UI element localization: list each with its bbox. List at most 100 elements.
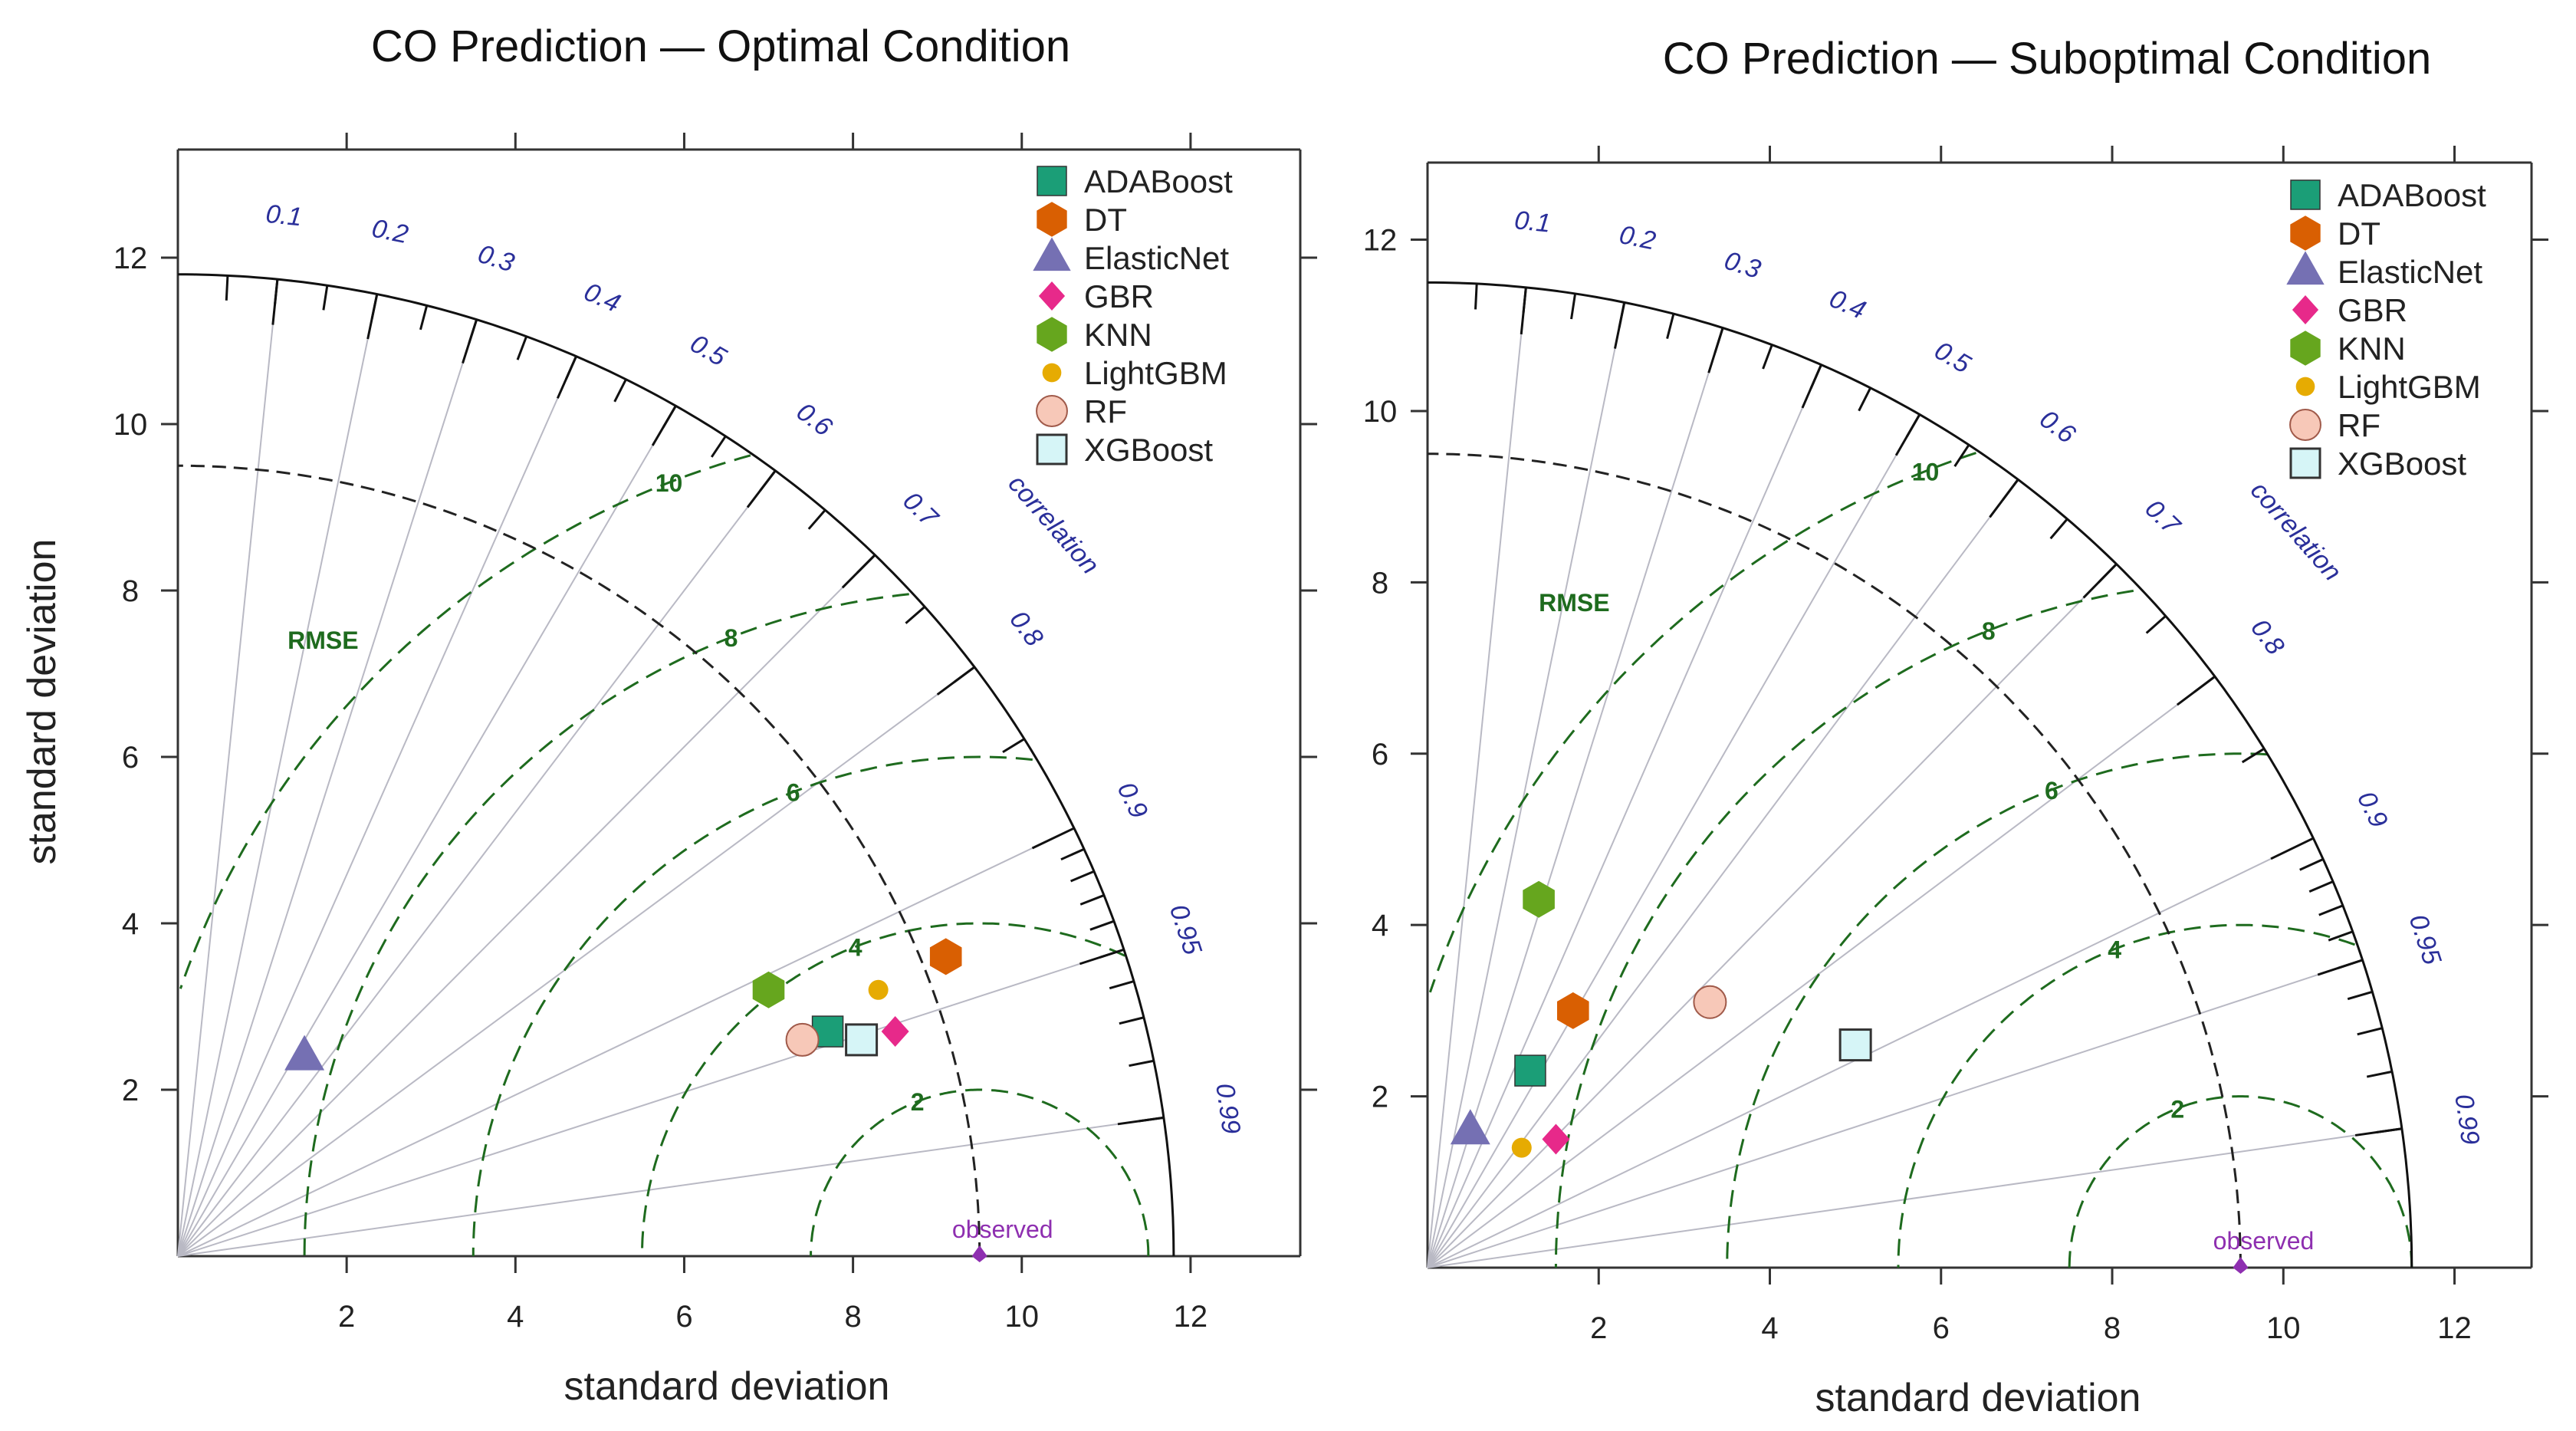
- correlation-minor-tick: [710, 435, 727, 458]
- y-tick-label: 6: [122, 741, 139, 775]
- data-point-rf: [1693, 985, 1727, 1019]
- legend-label-elasticnet: ElasticNet: [1084, 240, 1229, 276]
- rmse-contour-label: 2: [911, 1088, 925, 1116]
- data-point-knn: [752, 971, 785, 1008]
- correlation-major-tick: [1894, 413, 1921, 456]
- correlation-tick-label: 0.5: [685, 329, 731, 373]
- correlation-tick-label: 0.8: [2245, 614, 2290, 660]
- legend-label-lightgbm: LightGBM: [1084, 355, 1227, 391]
- legend-marker-knn: [1037, 317, 1067, 352]
- data-point-xgboost: [1838, 1028, 1872, 1062]
- rmse-contour: [303, 593, 909, 1257]
- legend-marker-adaboost: [1037, 166, 1067, 196]
- rmse-label: RMSE: [1539, 589, 1609, 617]
- rmse-contour: [1554, 589, 2134, 1268]
- correlation-minor-tick: [613, 379, 627, 403]
- y-tick-label: 8: [1372, 566, 1388, 600]
- correlation-tick-label: 0.99: [1210, 1081, 1246, 1136]
- y-tick-label: 2: [122, 1074, 139, 1107]
- correlation-minor-tick: [1109, 980, 1135, 990]
- y-tick-label: 6: [1372, 738, 1388, 771]
- correlation-ray: [177, 294, 378, 1257]
- correlation-minor-tick: [2049, 518, 2068, 540]
- correlation-minor-tick: [807, 509, 826, 530]
- chart-title: CO Prediction — Optimal Condition: [371, 21, 1070, 71]
- legend-marker-gbr: [2292, 295, 2319, 324]
- x-tick-label: 6: [675, 1300, 692, 1334]
- max-sd-arc: [177, 273, 1175, 1257]
- correlation-ray: [1427, 959, 2363, 1268]
- rmse-contour-label: 10: [1912, 458, 1940, 485]
- legend-label-lightgbm: LightGBM: [2338, 369, 2481, 405]
- correlation-ray: [1427, 676, 2216, 1268]
- correlation-tick-label: 0.3: [475, 239, 518, 278]
- observed-marker: [971, 1245, 987, 1262]
- correlation-ray: [177, 666, 975, 1257]
- correlation-ray: [1427, 413, 1921, 1268]
- correlation-major-tick: [746, 469, 777, 508]
- correlation-minor-tick: [905, 606, 926, 624]
- correlation-minor-tick: [2299, 858, 2324, 871]
- correlation-tick-label: 0.95: [1164, 901, 1208, 959]
- correlation-label: correlation: [1002, 469, 1105, 580]
- correlation-minor-tick: [1119, 1016, 1145, 1025]
- legend-marker-lightgbm: [1042, 363, 1062, 383]
- correlation-major-tick: [2270, 837, 2315, 860]
- correlation-minor-tick: [2318, 904, 2344, 916]
- correlation-tick-label: 0.2: [1617, 220, 1658, 256]
- correlation-major-tick: [366, 294, 379, 340]
- data-point-lightgbm: [1511, 1137, 1532, 1158]
- data-point-elasticnet: [284, 1035, 325, 1071]
- legend-marker-adaboost: [2290, 179, 2321, 210]
- correlation-major-tick: [2317, 959, 2364, 976]
- data-point-rf: [785, 1022, 820, 1057]
- correlation-minor-tick: [2241, 748, 2265, 764]
- correlation-ray: [1427, 563, 2118, 1268]
- correlation-label: correlation: [2245, 476, 2348, 587]
- rmse-contour: [2068, 1095, 2413, 1268]
- correlation-ray: [1427, 479, 2019, 1268]
- x-tick-label: 6: [1933, 1311, 1950, 1345]
- x-tick-label: 10: [2266, 1311, 2301, 1345]
- correlation-major-tick: [1801, 364, 1822, 409]
- data-point-gbr: [1542, 1123, 1570, 1155]
- correlation-tick-label: 0.9: [1112, 778, 1154, 823]
- correlation-tick-label: 0.6: [2034, 404, 2081, 449]
- correlation-tick-label: 0.95: [2404, 911, 2447, 969]
- y-tick-label: 8: [122, 574, 139, 608]
- x-tick-label: 4: [1761, 1311, 1778, 1345]
- legend-marker-lightgbm: [2295, 377, 2315, 396]
- correlation-minor-tick: [1666, 313, 1675, 340]
- correlation-ray: [177, 470, 777, 1257]
- correlation-major-tick: [271, 279, 279, 325]
- correlation-major-tick: [1613, 302, 1626, 349]
- correlation-tick-label: 0.4: [1825, 284, 1871, 325]
- correlation-minor-tick: [2308, 880, 2334, 893]
- correlation-minor-tick: [1858, 387, 1872, 412]
- y-tick-label: 4: [1372, 909, 1388, 942]
- y-tick-label: 10: [1363, 395, 1398, 429]
- legend-label-gbr: GBR: [1084, 278, 1154, 314]
- correlation-major-tick: [2176, 676, 2216, 706]
- correlation-minor-tick: [1060, 847, 1085, 861]
- rmse-contour: [472, 755, 1033, 1256]
- correlation-major-tick: [462, 319, 478, 364]
- rmse-contour: [179, 454, 751, 989]
- correlation-ray: [177, 554, 876, 1257]
- legend-label-adaboost: ADABoost: [2338, 177, 2486, 213]
- correlation-tick-label: 0.1: [264, 199, 304, 232]
- correlation-tick-label: 0.4: [580, 277, 625, 318]
- legend: ADABoostDTElasticNetGBRKNNLightGBMRFXGBo…: [1033, 163, 1233, 468]
- correlation-tick-label: 0.9: [2351, 787, 2394, 832]
- correlation-major-tick: [1117, 1116, 1165, 1126]
- legend-marker-elasticnet: [2286, 251, 2325, 285]
- legend-marker-xgboost: [1036, 433, 1068, 465]
- correlation-tick-label: 0.5: [1930, 336, 1976, 380]
- taylor-panel-1: CO Prediction — Optimal Condition 2 4 6 8 10 1…: [20, 21, 1317, 1409]
- y-tick-label: 10: [113, 408, 148, 442]
- x-tick-label: 2: [338, 1300, 355, 1334]
- legend-label-rf: RF: [2338, 407, 2380, 443]
- taylor-panel-2: CO Prediction — Suboptimal Condition 2 4 6 8…: [1363, 34, 2548, 1420]
- correlation-minor-tick: [2357, 1027, 2383, 1036]
- correlation-major-tick: [556, 356, 577, 399]
